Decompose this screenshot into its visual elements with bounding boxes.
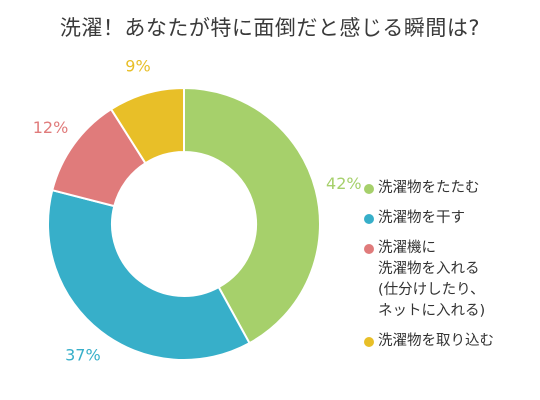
donut-slice-0	[183, 86, 321, 345]
chart-title: 洗濯！あなたが特に面倒だと感じる瞬間は?	[59, 16, 481, 40]
chart-legend: 洗濯物をたたむ 洗濯物を干す 洗濯機に 洗濯物を入れる (仕分けしたり、 ネット…	[364, 178, 540, 361]
donut-value-labels: 42% 37% 12% 9%	[33, 57, 362, 365]
legend-swatch-2	[364, 244, 374, 254]
legend-label-1: 洗濯物を干す	[378, 210, 465, 226]
slice-value-label-3: 9%	[125, 57, 150, 76]
legend-swatch-1	[364, 214, 374, 224]
legend-label-2: 洗濯機に 洗濯物を入れる (仕分けしたり、 ネットに入れる)	[378, 240, 486, 319]
slice-value-label-0: 42%	[326, 174, 362, 193]
slice-value-label-1: 37%	[65, 345, 101, 364]
legend-item-1: 洗濯物を干す	[364, 208, 540, 229]
legend-item-3: 洗濯物を取り込む	[364, 331, 540, 352]
donut-slices	[47, 86, 321, 361]
donut-slice-3	[109, 86, 185, 165]
legend-item-0: 洗濯物をたたむ	[364, 178, 540, 199]
legend-item-2: 洗濯機に 洗濯物を入れる (仕分けしたり、 ネットに入れる)	[364, 238, 540, 322]
legend-label-0: 洗濯物をたたむ	[378, 180, 480, 196]
legend-swatch-3	[364, 337, 374, 347]
slice-value-label-2: 12%	[33, 118, 69, 137]
legend-swatch-0	[364, 184, 374, 194]
legend-label-3: 洗濯物を取り込む	[378, 333, 494, 349]
donut-slice-1	[47, 188, 251, 361]
